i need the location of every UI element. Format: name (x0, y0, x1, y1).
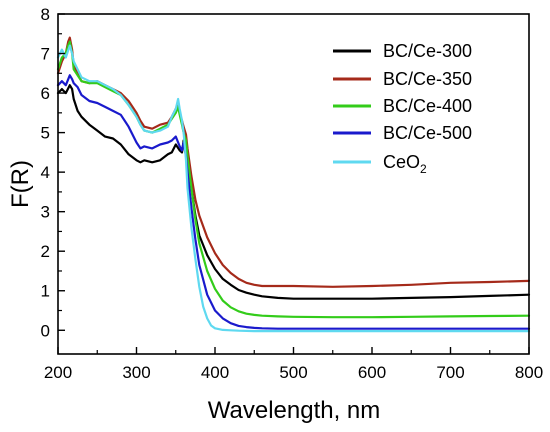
series-line-bc-ce-300 (56, 84, 531, 300)
legend: BC/Ce-300 BC/Ce-350 BC/Ce-400 BC/Ce-500 … (333, 41, 472, 176)
legend-label-ceo2-subscript: 2 (420, 162, 427, 176)
legend-label-bc-ce-400: BC/Ce-400 (383, 96, 472, 116)
y-tick-label: 3 (41, 203, 50, 222)
y-tick-label: 5 (41, 124, 50, 143)
series-line-ceo2 (56, 44, 531, 333)
plot-frame (57, 13, 530, 355)
legend-label-bc-ce-500: BC/Ce-500 (383, 123, 472, 143)
x-tick-label: 200 (44, 363, 72, 382)
x-axis-title: Wavelength, nm (208, 397, 381, 424)
series-line-bc-ce-400 (56, 40, 531, 319)
legend-label-bc-ce-300: BC/Ce-300 (383, 41, 472, 61)
legend-label-ceo2-main: CeO (383, 152, 420, 172)
y-tick-label: 2 (41, 242, 50, 261)
y-tick-label: 4 (41, 163, 50, 182)
x-tick-label: 400 (201, 363, 229, 382)
legend-label-bc-ce-350: BC/Ce-350 (383, 69, 472, 89)
ticks-layer: 200 300 400 500 600 700 800 0 1 2 3 4 5 6 7 8 (41, 5, 544, 382)
y-tick-label: 7 (41, 45, 50, 64)
x-tick-label: 600 (358, 363, 386, 382)
y-tick-label: 0 (41, 321, 50, 340)
y-tick-label: 1 (41, 282, 50, 301)
y-axis-title: F(R) (7, 160, 34, 208)
x-tick-label: 700 (436, 363, 464, 382)
x-tick-label: 300 (122, 363, 150, 382)
series-line-bc-ce-500 (56, 74, 531, 330)
y-tick-label: 6 (41, 84, 50, 103)
series-layer (56, 36, 531, 333)
x-tick-label: 800 (515, 363, 543, 382)
y-tick-label: 8 (41, 5, 50, 24)
legend-label-ceo2: CeO2 (383, 152, 427, 176)
x-tick-label: 500 (279, 363, 307, 382)
